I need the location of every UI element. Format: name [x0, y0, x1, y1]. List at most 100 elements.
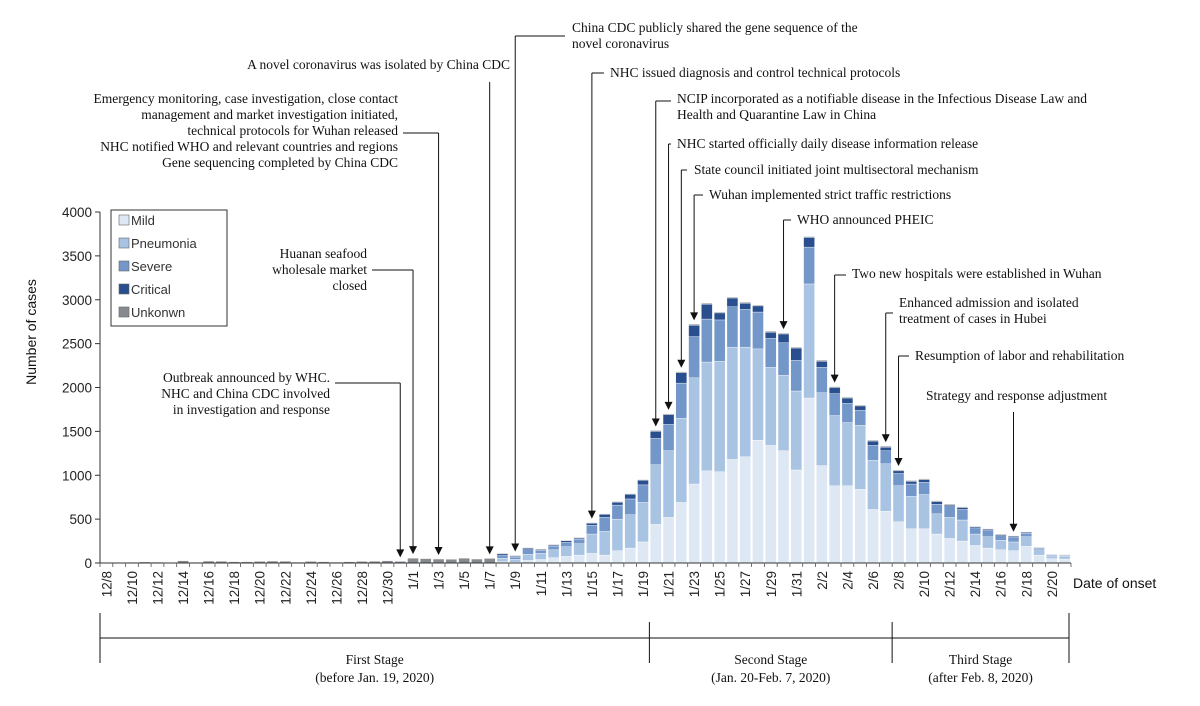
bar-segment-unkonwn: [880, 446, 892, 448]
bar-segment-unkonwn: [458, 557, 470, 564]
bar-segment-mild: [841, 485, 854, 564]
annotation-arrow-head: [396, 549, 405, 558]
annotation-text: NHC notified WHO and relevant countries …: [100, 139, 398, 154]
bar-segment-mild: [688, 483, 700, 564]
annotation-text: novel coronavirus: [572, 36, 669, 51]
bar-segment-critical: [905, 481, 917, 485]
bar-segment-mild: [1007, 550, 1020, 564]
bar-segment-severe: [637, 484, 649, 503]
bar-segment-pneumonia: [598, 531, 611, 556]
annotation-arrow-head: [664, 401, 673, 410]
annotation-arrow-head: [485, 546, 494, 555]
bar-segment-severe: [752, 311, 764, 350]
bar-segment-unkonwn: [688, 324, 700, 326]
bar-segment-unkonwn: [1007, 535, 1020, 537]
bar-segment-mild: [854, 489, 866, 564]
bar-segment-critical: [598, 514, 611, 518]
bar-segment-pneumonia: [496, 557, 509, 562]
bar-segment-severe: [982, 530, 994, 537]
bar-segment-critical: [624, 493, 636, 500]
bar-segment-mild: [765, 445, 777, 564]
stage-name: Second Stage: [734, 652, 807, 667]
bar-segment-severe: [956, 509, 969, 521]
tick-labels: 0 500 1000 1500 2000 2500 3000 3500 4000 12/8 12/1…: [62, 205, 1060, 605]
y-tick-label: 0: [84, 556, 92, 571]
bar-segment-mild: [828, 485, 841, 564]
bar-segment-mild: [956, 540, 969, 564]
bar-segment-unkonwn: [777, 332, 790, 335]
x-tick-label: 1/31: [789, 571, 804, 597]
bar-segment-severe: [688, 336, 700, 379]
x-tick-label: 1/21: [662, 571, 677, 597]
bar-segment-pneumonia: [1007, 541, 1020, 551]
bar-segment-severe: [765, 338, 777, 368]
x-tick-label: 1/3: [432, 571, 447, 590]
bar-segment-mild: [982, 547, 994, 564]
annotation-text: Gene sequencing completed by China CDC: [162, 155, 398, 170]
annotation-text: closed: [333, 278, 368, 293]
bar-segment-mild: [892, 521, 905, 564]
bar-segment-pneumonia: [982, 536, 994, 549]
bar-segment-unkonwn: [624, 493, 636, 495]
bar-segment-severe: [586, 525, 598, 535]
bar-segment-pneumonia: [611, 518, 624, 551]
bar-segment-mild: [726, 459, 739, 564]
bar-segment-severe: [535, 550, 547, 554]
bar-segment-mild: [739, 456, 751, 564]
bar-segment-severe: [867, 445, 879, 461]
bar-segment-pneumonia: [522, 554, 534, 561]
x-tick-label: 1/25: [713, 571, 728, 597]
bar-segment-severe: [560, 542, 573, 547]
bar-segment-severe: [803, 246, 815, 285]
bar-segment-unkonwn: [803, 236, 815, 238]
bar-segment-mild: [560, 556, 573, 564]
bar-segment-unkonwn: [841, 396, 854, 399]
bar-segment-unkonwn: [765, 331, 777, 333]
bar-segment-severe: [918, 482, 930, 495]
stage-timeline: First Stage (before Jan. 19, 2020) Second …: [99, 613, 1070, 685]
x-tick-label: 1/9: [508, 571, 523, 590]
bar-segment-severe: [598, 517, 611, 532]
bar-segment-pneumonia: [547, 549, 560, 558]
annotation-text: wholesale market: [272, 262, 367, 277]
bar-segment-unkonwn: [509, 555, 521, 557]
bar-segment-pneumonia: [956, 519, 969, 542]
bar-segment-severe: [931, 504, 943, 515]
x-tick-label: 2/14: [968, 571, 983, 598]
bar-segment-critical: [892, 470, 905, 474]
bar-segment-severe: [522, 549, 534, 555]
legend-swatch: [118, 214, 130, 226]
bar-segment-pneumonia: [1058, 556, 1071, 560]
axes: [95, 211, 1072, 567]
bar-segment-pneumonia: [1020, 536, 1032, 547]
bar-segment-unkonwn: [892, 469, 905, 472]
bar-segment-severe: [662, 424, 675, 451]
stage-name: Third Stage: [949, 652, 1012, 667]
bar-segment-severe: [1020, 532, 1032, 537]
bar-segment-pneumonia: [905, 496, 917, 529]
bar-segment-severe: [828, 393, 841, 416]
legend-swatch: [118, 306, 130, 318]
bar-segment-critical: [650, 431, 662, 439]
bar-segment-unkonwn: [701, 303, 713, 305]
bar-segment-mild: [547, 557, 560, 564]
bar-segment-pneumonia: [995, 540, 1007, 551]
y-tick-label: 2500: [62, 337, 92, 352]
y-tick-label: 1500: [62, 424, 92, 439]
bar-segment-pneumonia: [713, 360, 726, 472]
bar-segment-unkonwn: [573, 537, 585, 539]
bar-segment-unkonwn: [598, 513, 611, 515]
bar-segment-severe: [509, 556, 521, 560]
x-tick-label: 1/17: [610, 571, 625, 597]
annotation-text: China CDC publicly shared the gene seque…: [572, 20, 858, 35]
bar-segment-critical: [611, 501, 624, 506]
bar-segment-mild: [790, 469, 802, 564]
x-tick-label: 12/24: [304, 571, 319, 605]
y-tick-label: 500: [69, 512, 92, 527]
x-tick-label: 2/10: [917, 571, 932, 597]
x-axis-title: Date of onset: [1073, 575, 1156, 591]
bar-segment-severe: [854, 410, 866, 426]
bar-segment-unkonwn: [471, 558, 483, 564]
x-tick-label: 2/18: [1019, 571, 1034, 597]
